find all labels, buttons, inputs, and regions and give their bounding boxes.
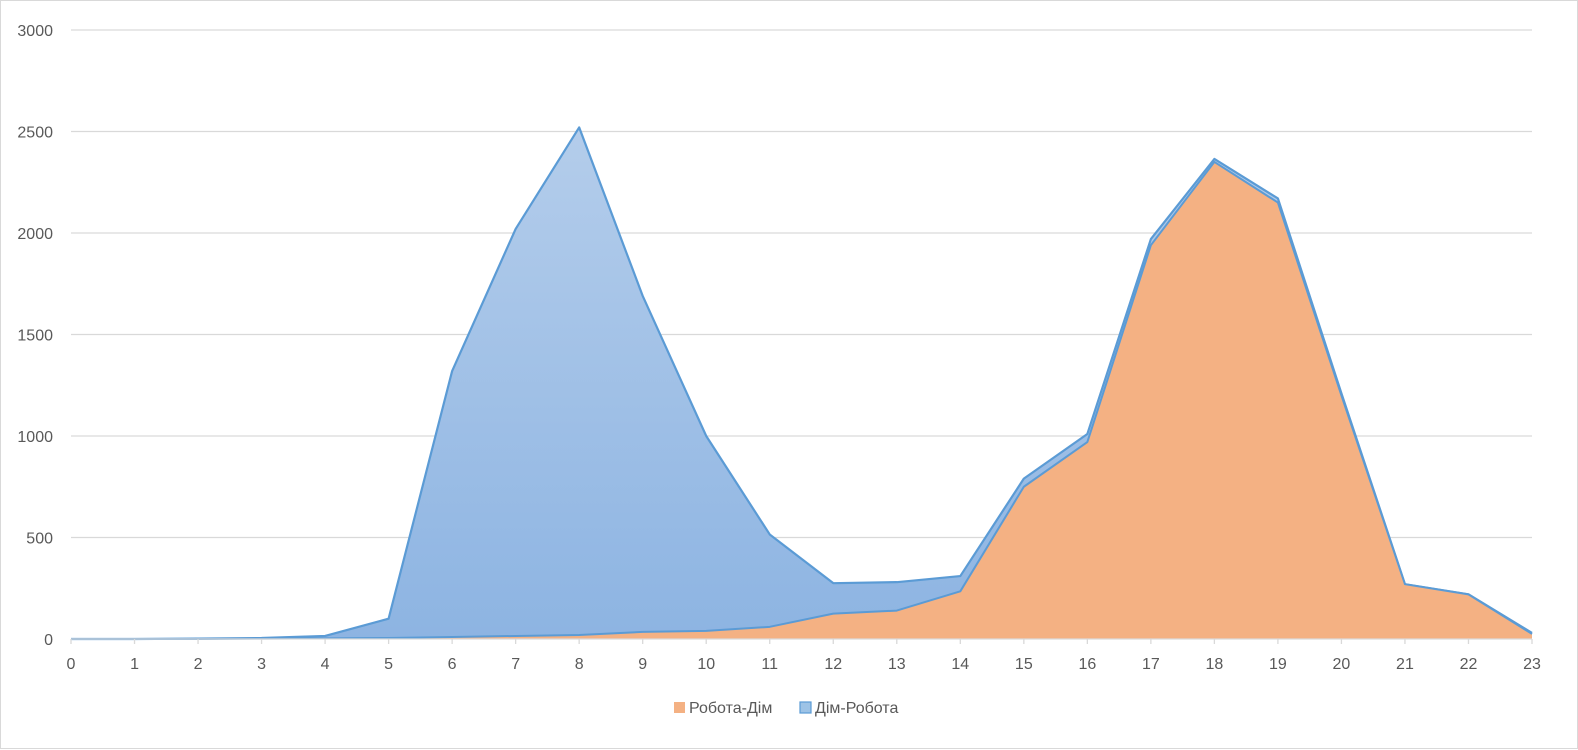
- x-tick-label: 4: [321, 656, 330, 673]
- x-tick-label: 10: [697, 656, 715, 673]
- x-tick-label: 23: [1523, 656, 1541, 673]
- x-tick-label: 3: [257, 656, 266, 673]
- x-tick-label: 11: [761, 656, 778, 673]
- x-tick-label: 1: [130, 656, 139, 673]
- y-tick-label: 1500: [17, 328, 53, 345]
- x-tick-label: 20: [1333, 656, 1351, 673]
- y-tick-label: 500: [26, 531, 53, 548]
- x-tick-label: 2: [194, 656, 203, 673]
- x-tick-label: 8: [575, 656, 584, 673]
- x-tick-label: 6: [448, 656, 457, 673]
- x-tick-label: 19: [1269, 656, 1287, 673]
- legend: Робота-Дім Дім-Робота: [674, 700, 898, 717]
- x-tick-label: 9: [638, 656, 647, 673]
- x-tick-label: 15: [1015, 656, 1033, 673]
- legend-swatch: [799, 701, 812, 714]
- x-tick-label: 5: [384, 656, 393, 673]
- y-tick-label: 3000: [17, 23, 53, 40]
- y-tick-label: 1000: [17, 429, 53, 446]
- x-tick-label: 18: [1205, 656, 1223, 673]
- legend-item: Робота-Дім: [674, 700, 772, 717]
- x-tick-label: 12: [824, 656, 842, 673]
- plot-area: [71, 126, 1533, 641]
- x-tick-label: 22: [1460, 656, 1478, 673]
- x-tick-label: 0: [67, 656, 76, 673]
- series-area-robota-dim: [71, 161, 1532, 639]
- series-line-dim-robota: [71, 126, 1533, 641]
- legend-label: Робота-Дім: [689, 700, 772, 717]
- x-tick-label: 16: [1078, 656, 1096, 673]
- x-tick-label: 13: [888, 656, 906, 673]
- legend-item: Дім-Робота: [799, 700, 898, 717]
- y-tick-label: 0: [44, 632, 53, 649]
- x-tick-label: 21: [1396, 656, 1414, 673]
- x-tick-label: 17: [1142, 656, 1160, 673]
- y-tick-label: 2500: [17, 125, 53, 142]
- y-tick-label: 2000: [17, 226, 53, 243]
- x-tick-label: 14: [951, 656, 969, 673]
- legend-swatch: [674, 702, 685, 713]
- x-tick-label: 7: [511, 656, 520, 673]
- legend-label: Дім-Робота: [815, 700, 898, 717]
